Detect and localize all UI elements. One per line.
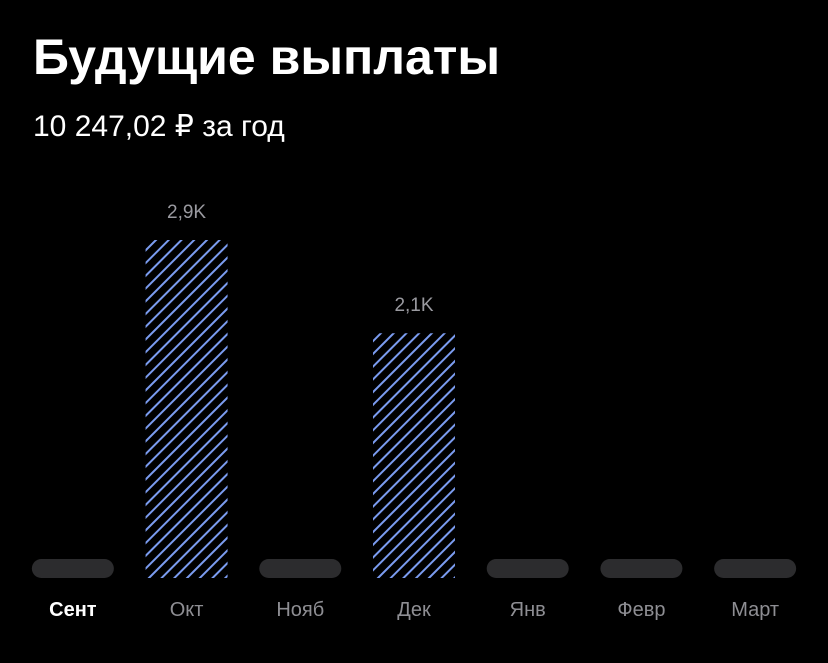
month-label: Окт: [170, 599, 204, 621]
month-label: Нояб: [276, 599, 324, 621]
month-label: Дек: [397, 599, 431, 621]
month-label: Сент: [49, 599, 97, 621]
empty-bar: [714, 559, 797, 578]
month-label: Февр: [617, 599, 665, 621]
month-label: Март: [731, 599, 779, 621]
bar: [145, 240, 228, 578]
subtitle: 10 247,02 ₽ за год: [33, 110, 285, 143]
bar: [373, 333, 455, 578]
title: Будущие выплаты: [33, 29, 500, 85]
value-label: 2,1K: [394, 295, 433, 316]
empty-bar: [31, 559, 114, 578]
month-label: Янв: [510, 599, 546, 621]
empty-bar: [486, 559, 569, 578]
empty-bar: [259, 559, 342, 578]
empty-bar: [600, 559, 683, 578]
value-label: 2,9K: [167, 202, 206, 223]
